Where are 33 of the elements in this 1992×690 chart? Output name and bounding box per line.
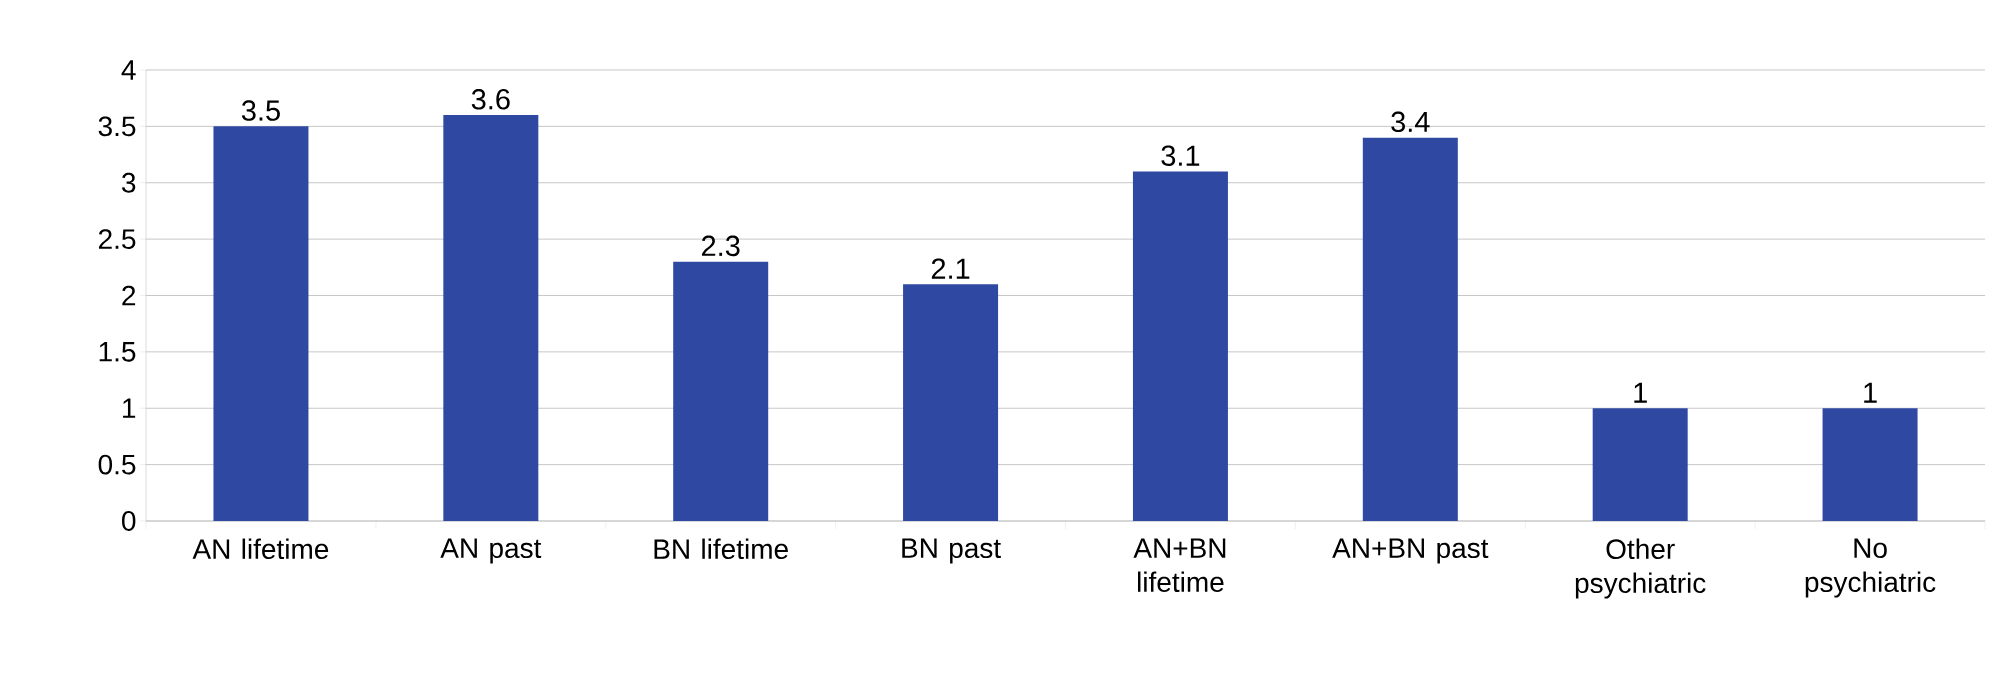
data-label: 1 [1864,382,1877,403]
bar [1362,137,1458,521]
x-tick-label: AN+BN past [1332,538,1489,564]
y-tick-label: 1.5 [99,342,136,362]
bar [213,126,309,521]
bar [443,115,539,521]
y-tick-label: 1 [123,398,136,418]
data-label: 2.1 [931,258,970,279]
y-tick-label: 3.5 [98,116,136,137]
data-label: 1 [1634,382,1647,403]
bar [903,284,999,521]
x-tick-label: AN past [440,538,542,564]
data-label: 3.1 [1161,145,1200,166]
bar [1822,408,1918,521]
data-label: 3.4 [1391,111,1430,133]
data-label: 3.5 [241,100,280,121]
x-tick-label: BN past [902,538,1001,564]
y-tick-label: 0.5 [98,454,136,475]
y-tick-label: 3 [121,172,136,193]
x-tick-label: BN lifetime [654,538,788,560]
x-tick-label: Other psychiatric [1575,538,1706,599]
x-tick-label: No psychiatric [1805,538,1936,598]
bar [1592,408,1688,521]
bar [673,261,769,521]
x-tick-label: AN lifetime [192,538,329,560]
data-label: 3.6 [471,89,510,110]
data-label: 2.3 [702,235,740,257]
bar [1132,171,1228,521]
y-tick-label: 2 [122,285,136,306]
y-tick-label: 2.5 [98,229,136,250]
y-tick-label: 4 [121,60,136,80]
x-tick-label: AN+BN lifetime [1133,538,1226,593]
y-tick-label: 0 [122,511,136,531]
